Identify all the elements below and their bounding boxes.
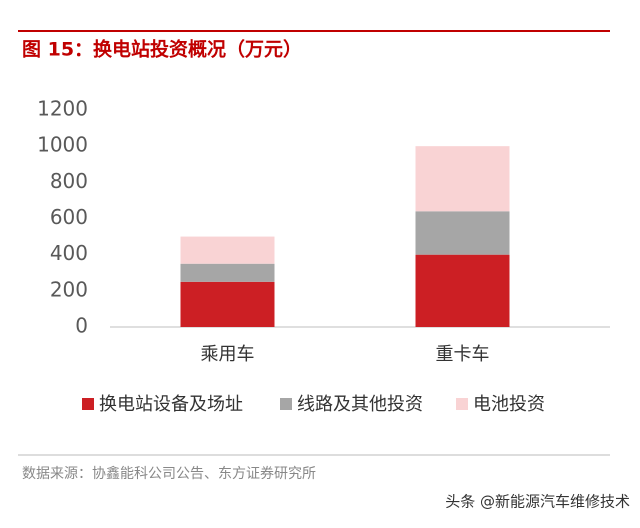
legend-swatch xyxy=(280,398,292,410)
y-tick-label: 800 xyxy=(50,169,88,193)
legend-label: 电池投资 xyxy=(473,394,545,415)
legend-label: 线路及其他投资 xyxy=(297,394,423,415)
y-tick-label: 0 xyxy=(75,314,88,338)
watermark: 头条 @新能源汽车维修技术 xyxy=(445,493,630,511)
bar-segment xyxy=(180,263,275,282)
y-tick-label: 600 xyxy=(50,205,88,229)
legend-swatch xyxy=(82,398,94,410)
bar-segment xyxy=(415,146,510,212)
x-tick-label: 重卡车 xyxy=(436,344,490,365)
y-tick-label: 1000 xyxy=(37,133,88,157)
bar-segment xyxy=(415,211,510,255)
chart-title: 图 15：换电站投资概况（万元） xyxy=(22,38,302,61)
y-tick-label: 400 xyxy=(50,241,88,265)
legend-swatch xyxy=(456,398,468,410)
y-tick-label: 200 xyxy=(50,277,88,301)
bar-segment xyxy=(180,281,275,327)
x-tick-label: 乘用车 xyxy=(201,344,255,365)
bar-segment xyxy=(180,236,275,264)
y-tick-label: 1200 xyxy=(37,97,88,121)
legend-label: 换电站设备及场址 xyxy=(99,394,243,415)
bar-segment xyxy=(415,254,510,327)
source: 数据来源：协鑫能科公司公告、东方证券研究所 xyxy=(22,465,316,482)
